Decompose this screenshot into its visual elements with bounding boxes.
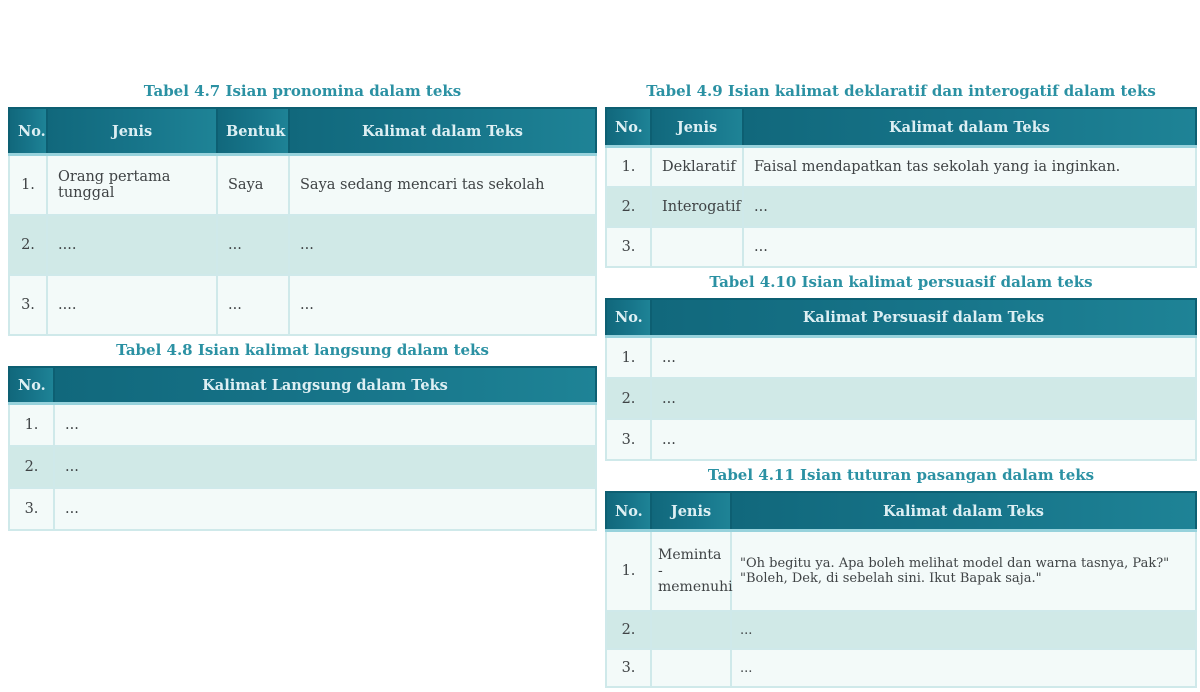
row-number: 1. (8, 153, 48, 216)
row-number: 2. (605, 186, 652, 228)
cell-kalimat: ... (730, 610, 1197, 650)
cell-jenis: Meminta - memenuhi (650, 529, 733, 612)
table-row: 3. ... (605, 648, 1197, 688)
header-cell-kalimat: Kalimat Persuasif dalam Teks (650, 298, 1197, 338)
table-row: 1. Meminta - memenuhi "Oh begitu ya. Apa… (605, 529, 1197, 612)
header-cell-jenis: Jenis (650, 107, 744, 148)
table-4-9-header-row: No. Jenis Kalimat dalam Teks (605, 107, 1197, 148)
cell-kalimat: ... (650, 335, 1197, 379)
cell-kalimat: ... (53, 402, 597, 447)
table-row: 2. .... ... ... (8, 214, 597, 276)
header-cell-kalimat: Kalimat Langsung dalam Teks (53, 366, 597, 405)
table-4-10-title: Tabel 4.10 Isian kalimat persuasif dalam… (709, 273, 1093, 291)
table-4-8-title: Tabel 4.8 Isian kalimat langsung dalam t… (116, 341, 489, 359)
header-cell-kalimat: Kalimat dalam Teks (742, 107, 1197, 148)
table-row: 3. ... (8, 487, 597, 531)
row-number: 3. (605, 226, 652, 268)
table-4-8: No. Kalimat Langsung dalam Teks 1. ... 2… (8, 366, 597, 531)
cell-kalimat: Saya sedang mencari tas sekolah (288, 153, 597, 216)
table-row: 2. ... (605, 610, 1197, 650)
cell-kalimat: ... (53, 445, 597, 489)
cell-bentuk: ... (216, 274, 290, 336)
row-number: 3. (8, 274, 48, 336)
row-number: 1. (605, 529, 652, 612)
table-row: 2. ... (605, 377, 1197, 420)
row-number: 3. (8, 487, 55, 531)
right-column: Tabel 4.9 Isian kalimat deklaratif dan i… (605, 82, 1197, 692)
row-number: 1. (8, 402, 55, 447)
table-row: 1. ... (8, 402, 597, 447)
header-cell-no: No. (605, 107, 652, 148)
cell-kalimat: ... (730, 648, 1197, 688)
header-cell-kalimat: Kalimat dalam Teks (730, 491, 1197, 532)
cell-jenis: .... (46, 214, 218, 276)
cell-jenis: Orang pertama tunggal (46, 153, 218, 216)
row-number: 2. (8, 445, 55, 489)
table-4-11: No. Jenis Kalimat dalam Teks 1. Meminta … (605, 491, 1197, 688)
table-4-11-section: Tabel 4.11 Isian tuturan pasangan dalam … (605, 466, 1197, 688)
table-row: 2. Interogatif ... (605, 186, 1197, 228)
row-number: 1. (605, 145, 652, 188)
cell-jenis: Interogatif (650, 186, 744, 228)
header-cell-bentuk: Bentuk (216, 107, 290, 156)
table-4-9-section: Tabel 4.9 Isian kalimat deklaratif dan i… (605, 82, 1197, 268)
table-4-7: No. Jenis Bentuk Kalimat dalam Teks 1. O… (8, 107, 597, 336)
table-row: 1. Deklaratif Faisal mendapatkan tas sek… (605, 145, 1197, 188)
row-number: 3. (605, 418, 652, 461)
cell-jenis: .... (46, 274, 218, 336)
cell-kalimat: Faisal mendapatkan tas sekolah yang ia i… (742, 145, 1197, 188)
table-row: 3. .... ... ... (8, 274, 597, 336)
cell-jenis (650, 610, 732, 650)
cell-kalimat: ... (53, 487, 597, 531)
cell-kalimat: ... (742, 186, 1197, 228)
header-cell-no: No. (605, 298, 652, 338)
cell-jenis (650, 648, 732, 688)
table-row: 3. ... (605, 418, 1197, 461)
header-cell-jenis: Jenis (46, 107, 218, 156)
row-number: 2. (605, 377, 652, 420)
table-4-8-header-row: No. Kalimat Langsung dalam Teks (8, 366, 597, 405)
cell-kalimat: ... (742, 226, 1197, 268)
cell-kalimat: ... (650, 377, 1197, 420)
table-4-10: No. Kalimat Persuasif dalam Teks 1. ... … (605, 298, 1197, 461)
table-4-10-section: Tabel 4.10 Isian kalimat persuasif dalam… (605, 273, 1197, 461)
header-cell-jenis: Jenis (650, 491, 732, 532)
header-cell-no: No. (8, 366, 55, 405)
table-row: 1. ... (605, 335, 1197, 379)
table-4-7-section: Tabel 4.7 Isian pronomina dalam teks No.… (8, 82, 597, 336)
header-cell-no: No. (605, 491, 652, 532)
table-row: 3. ... (605, 226, 1197, 268)
cell-kalimat: ... (650, 418, 1197, 461)
header-cell-kalimat: Kalimat dalam Teks (288, 107, 597, 156)
table-4-7-title: Tabel 4.7 Isian pronomina dalam teks (143, 82, 462, 100)
cell-jenis (650, 226, 744, 268)
cell-kalimat: "Oh begitu ya. Apa boleh melihat model d… (730, 529, 1197, 612)
cell-bentuk: ... (216, 214, 290, 276)
cell-bentuk: Saya (216, 153, 290, 216)
table-4-10-header-row: No. Kalimat Persuasif dalam Teks (605, 298, 1197, 338)
header-cell-no: No. (8, 107, 48, 156)
table-4-8-section: Tabel 4.8 Isian kalimat langsung dalam t… (8, 341, 597, 531)
table-row: 2. ... (8, 445, 597, 489)
cell-jenis: Deklaratif (650, 145, 744, 188)
table-4-9: No. Jenis Kalimat dalam Teks 1. Deklarat… (605, 107, 1197, 268)
table-4-11-title: Tabel 4.11 Isian tuturan pasangan dalam … (707, 466, 1095, 484)
row-number: 1. (605, 335, 652, 379)
row-number: 2. (605, 610, 652, 650)
row-number: 2. (8, 214, 48, 276)
table-4-7-header-row: No. Jenis Bentuk Kalimat dalam Teks (8, 107, 597, 156)
table-4-11-header-row: No. Jenis Kalimat dalam Teks (605, 491, 1197, 532)
cell-kalimat: ... (288, 274, 597, 336)
table-4-9-title: Tabel 4.9 Isian kalimat deklaratif dan i… (646, 82, 1156, 100)
cell-kalimat: ... (288, 214, 597, 276)
left-column: Tabel 4.7 Isian pronomina dalam teks No.… (8, 82, 597, 535)
table-row: 1. Orang pertama tunggal Saya Saya sedan… (8, 153, 597, 216)
row-number: 3. (605, 648, 652, 688)
